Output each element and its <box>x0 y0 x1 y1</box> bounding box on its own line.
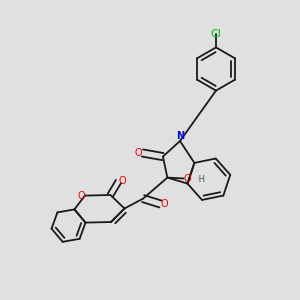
Text: O: O <box>160 199 168 209</box>
Text: N: N <box>176 131 184 141</box>
Text: O: O <box>77 190 85 201</box>
Text: O: O <box>118 176 126 187</box>
Text: O: O <box>184 173 191 184</box>
Text: ·H: ·H <box>196 176 205 184</box>
Text: O: O <box>135 148 142 158</box>
Text: Cl: Cl <box>211 29 221 39</box>
